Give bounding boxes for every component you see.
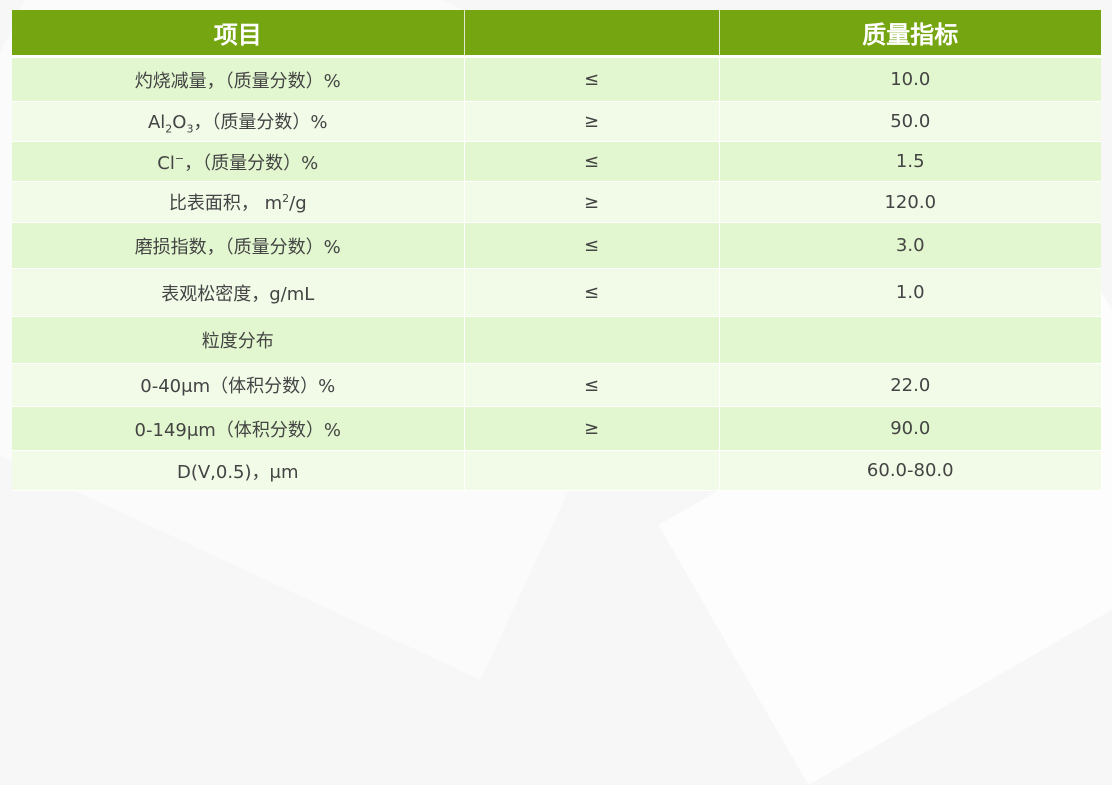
item-text: Cl	[157, 152, 175, 174]
item-cell: 磨损指数，（质量分数）%	[12, 222, 465, 269]
value-cell: 1.0	[719, 268, 1101, 317]
value-cell: 22.0	[719, 363, 1101, 407]
operator-cell: ≤	[464, 363, 720, 407]
operator-cell: ≤	[464, 268, 720, 317]
header-quality-index: 质量指标	[719, 10, 1101, 58]
item-cell: 比表面积， m2/g	[12, 181, 465, 223]
value-cell: 120.0	[719, 181, 1101, 223]
value-cell: 1.5	[719, 141, 1101, 182]
table-row: 磨损指数，（质量分数）% ≤ 3.0	[12, 222, 1101, 269]
operator-cell: ≥	[464, 181, 720, 223]
value-cell: 90.0	[719, 406, 1101, 451]
operator-cell: ≤	[464, 141, 720, 182]
table-row: 0-149μm（体积分数）% ≥ 90.0	[12, 406, 1101, 451]
table-row: 粒度分布	[12, 316, 1101, 364]
item-cell: 0-149μm（体积分数）%	[12, 406, 465, 451]
item-cell: 0-40μm（体积分数）%	[12, 363, 465, 407]
table-row: Cl−，（质量分数）% ≤ 1.5	[12, 141, 1101, 182]
value-cell: 10.0	[719, 56, 1101, 102]
item-cell: 粒度分布	[12, 316, 465, 364]
item-cell: 灼烧减量，（质量分数）%	[12, 56, 465, 102]
header-operator	[464, 10, 720, 58]
value-cell: 3.0	[719, 222, 1101, 269]
table-row: Al2O3，（质量分数）% ≥ 50.0	[12, 101, 1101, 142]
item-text: /g	[289, 193, 307, 214]
table-row: 表观松密度，g/mL ≤ 1.0	[12, 268, 1101, 317]
table-row: 比表面积， m2/g ≥ 120.0	[12, 181, 1101, 223]
subscript: 3	[186, 122, 194, 136]
superscript: −	[174, 151, 185, 165]
item-text: 比表面积， m	[168, 193, 283, 214]
subscript: 2	[165, 122, 173, 136]
table-header-row: 项目 质量指标	[12, 10, 1101, 58]
item-text: ，（质量分数）%	[193, 111, 328, 133]
superscript: 2	[282, 192, 290, 205]
table-row: D(V,0.5)，μm 60.0-80.0	[12, 450, 1101, 491]
item-text: O	[172, 111, 187, 133]
operator-cell: ≤	[464, 222, 720, 269]
operator-cell: ≥	[464, 101, 720, 142]
quality-spec-table: 项目 质量指标 灼烧减量，（质量分数）% ≤ 10.0 Al2O3，（质量分数）…	[12, 10, 1101, 491]
item-cell: D(V,0.5)，μm	[12, 450, 465, 491]
item-cell: Al2O3，（质量分数）%	[12, 101, 465, 142]
table-row: 0-40μm（体积分数）% ≤ 22.0	[12, 363, 1101, 407]
table-row: 灼烧减量，（质量分数）% ≤ 10.0	[12, 56, 1101, 102]
operator-cell	[464, 450, 720, 491]
item-cell: Cl−，（质量分数）%	[12, 141, 465, 182]
operator-cell	[464, 316, 720, 364]
operator-cell: ≥	[464, 406, 720, 451]
value-cell: 60.0-80.0	[719, 450, 1101, 491]
item-text: ，（质量分数）%	[184, 152, 319, 174]
value-cell	[719, 316, 1101, 364]
value-cell: 50.0	[719, 101, 1101, 142]
operator-cell: ≤	[464, 56, 720, 102]
header-item: 项目	[12, 10, 465, 58]
item-text: Al	[147, 111, 166, 133]
item-cell: 表观松密度，g/mL	[12, 268, 465, 317]
